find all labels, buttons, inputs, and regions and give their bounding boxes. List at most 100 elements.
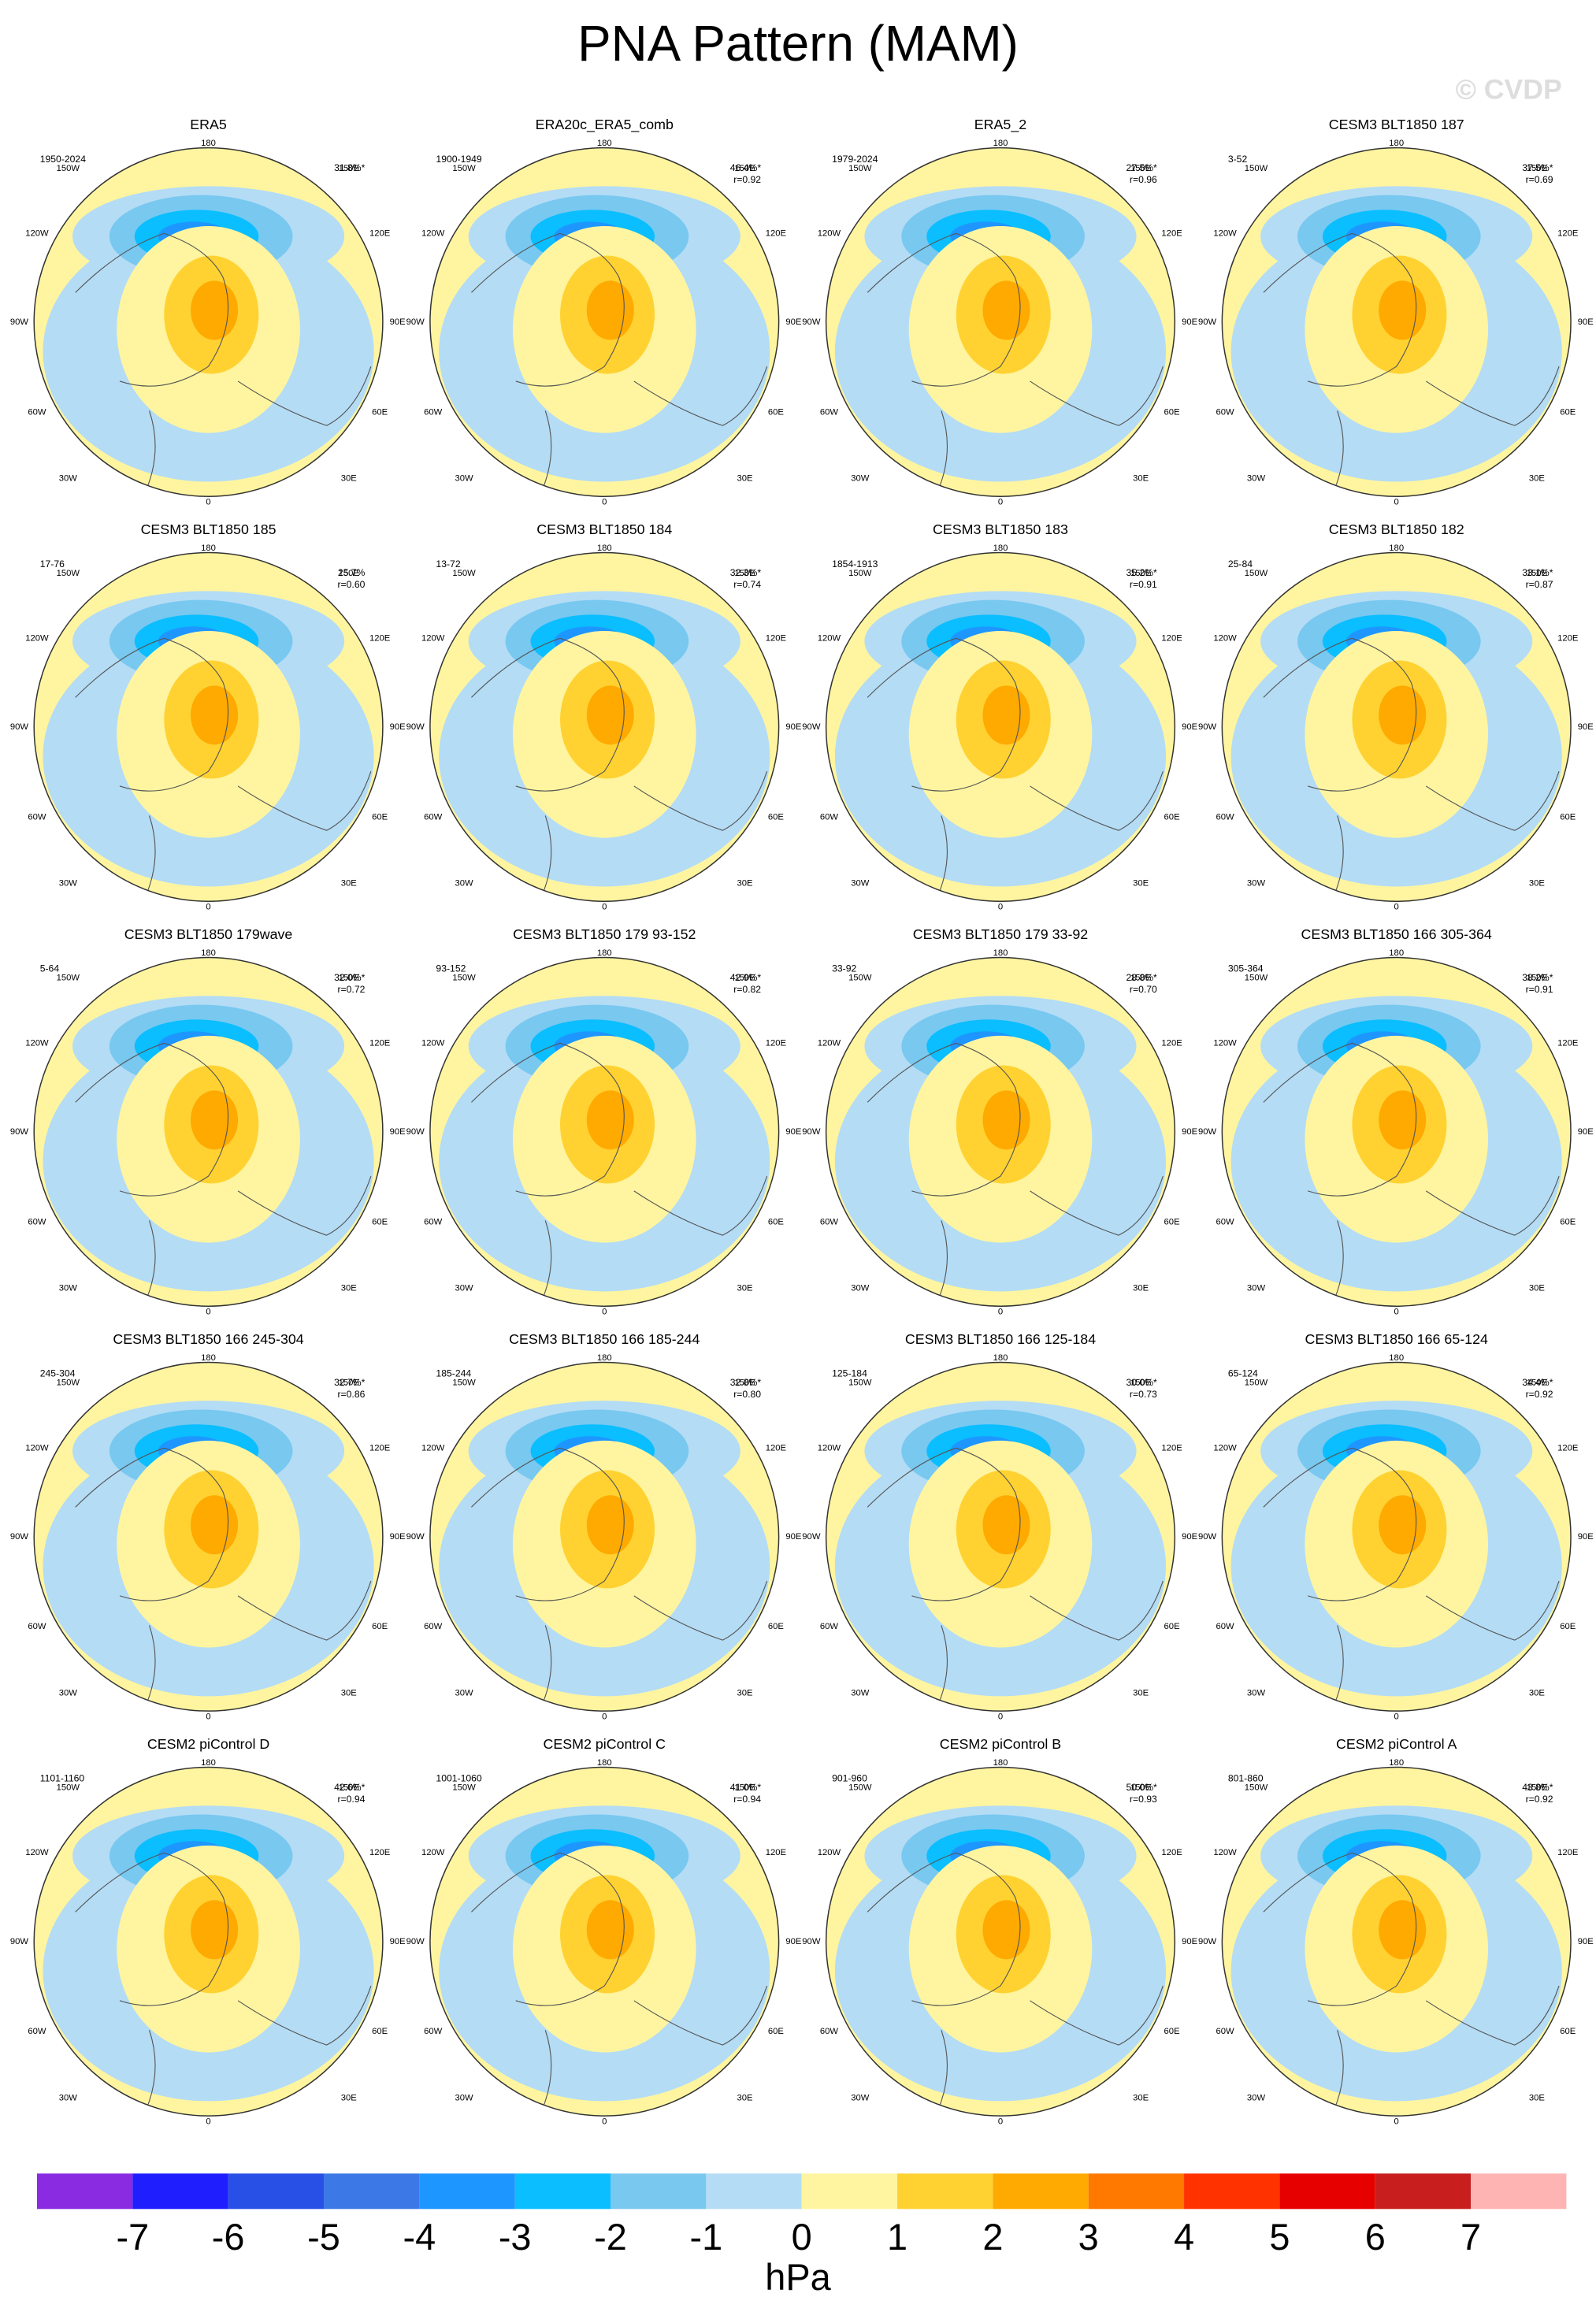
lon-label: 150W (452, 1378, 476, 1388)
lon-label: 0 (206, 903, 210, 912)
lon-label: 180 (201, 948, 216, 958)
lon-label: 0 (998, 1308, 1003, 1317)
lon-label: 120W (818, 1443, 841, 1453)
map-outline (825, 551, 1176, 902)
map (429, 147, 779, 497)
lon-label: 90W (10, 722, 29, 732)
panel-title: ERA5 (190, 117, 227, 132)
lon-label: 120W (421, 1848, 445, 1857)
lon-label: 150E (339, 974, 360, 983)
panel-variance: 35.2%* (1126, 567, 1158, 578)
lon-label: 150W (57, 1378, 80, 1388)
panel-variance: 27.5%* (1126, 162, 1158, 173)
lon-label: 120E (766, 228, 787, 238)
lon-label: 120E (766, 1848, 787, 1857)
high-contour (982, 280, 1030, 340)
panel-period: 3-52 (1228, 154, 1248, 165)
map-outline (33, 551, 384, 902)
map (34, 552, 383, 902)
lon-label: 60W (1216, 812, 1235, 822)
map (1222, 147, 1572, 497)
lon-label: 150W (1245, 569, 1268, 578)
lon-label: 60E (372, 812, 388, 822)
lon-label: 180 (993, 139, 1008, 148)
panel-correlation: r=0.92 (1526, 1794, 1553, 1805)
lon-label: 60W (820, 1622, 839, 1631)
map-outline (429, 1361, 780, 1712)
lon-label: 0 (998, 1712, 1003, 1722)
panel-period: 13-72 (436, 558, 460, 570)
lon-label: 60W (820, 407, 839, 417)
lon-label: 60E (1560, 1217, 1576, 1226)
lon-label: 0 (1394, 1308, 1399, 1317)
panel-correlation: r=0.80 (733, 1389, 761, 1400)
lon-label: 180 (993, 1353, 1008, 1363)
colorbar-box (36, 2173, 133, 2210)
map (429, 552, 779, 902)
lon-label: 90W (1198, 1532, 1217, 1542)
lon-label: 60W (1216, 407, 1235, 417)
lon-label: 30E (737, 1689, 753, 1698)
lon-label: 0 (998, 498, 1003, 507)
high-contour (191, 1900, 239, 1960)
lon-label: 180 (1389, 1758, 1404, 1768)
lon-label: 120E (1557, 228, 1579, 238)
lon-label: 90W (10, 1532, 29, 1542)
panel-correlation: r=0.94 (337, 1794, 365, 1805)
lon-label: 60W (28, 407, 46, 417)
colorbar-box (993, 2173, 1089, 2210)
lon-label: 150E (1130, 1783, 1152, 1793)
lon-label: 30E (1133, 1689, 1149, 1698)
map (826, 957, 1175, 1307)
lon-label: 180 (993, 1758, 1008, 1768)
panel-variance: 28.8%* (1126, 972, 1158, 983)
lon-label: 90W (10, 1127, 29, 1137)
panel-title: CESM3 BLT1850 187 (1329, 117, 1464, 132)
panel-correlation: r=0.87 (1526, 579, 1553, 590)
panel-variance: 37.5%* (1522, 162, 1553, 173)
lon-label: 120E (1557, 1848, 1579, 1857)
lon-label: 60W (424, 1622, 443, 1631)
panel-variance: 33.1%* (1522, 567, 1553, 578)
map (826, 1767, 1175, 2117)
figure-title: PNA Pattern (MAM) (577, 15, 1019, 72)
panel-title: CESM2 piControl D (147, 1736, 270, 1752)
lon-label: 150E (339, 164, 360, 173)
map-outline (1221, 1766, 1572, 2117)
lon-label: 0 (602, 903, 607, 912)
lon-label: 30W (851, 1689, 870, 1698)
lon-label: 30E (1529, 2094, 1546, 2103)
panel-title: CESM3 BLT1850 166 245-304 (113, 1331, 303, 1347)
panel-period: 125-184 (832, 1368, 867, 1379)
lon-label: 150W (57, 1783, 80, 1793)
panel-title: CESM3 BLT1850 179 33-92 (913, 926, 1089, 942)
panel-title: CESM2 piControl B (940, 1736, 1061, 1752)
colorbar-tick-label: 3 (1078, 2217, 1099, 2258)
high-contour (586, 1090, 634, 1150)
lon-label: 120W (1213, 633, 1237, 643)
panel-correlation: r=0.96 (1130, 174, 1157, 185)
lon-label: 180 (597, 139, 612, 148)
lon-label: 150E (734, 569, 755, 578)
high-contour (1379, 1900, 1427, 1960)
map (429, 957, 779, 1307)
colorbar-unit: hPa (765, 2257, 831, 2298)
panel-period: 33-92 (832, 963, 856, 974)
lon-label: 180 (1389, 544, 1404, 553)
lon-label: 120W (1213, 1038, 1237, 1048)
lon-label: 30E (1529, 879, 1546, 889)
map (826, 552, 1175, 902)
lon-label: 150W (452, 569, 476, 578)
lon-label: 120W (25, 1038, 49, 1048)
colorbar-box (1471, 2173, 1567, 2210)
lon-label: 30E (1133, 2094, 1149, 2103)
colorbar-tick-label: 0 (792, 2217, 812, 2258)
lon-label: 0 (1394, 903, 1399, 912)
panel-period: 245-304 (40, 1368, 76, 1379)
lon-label: 120W (1213, 1443, 1237, 1453)
lon-label: 90W (1198, 1937, 1217, 1946)
lon-label: 0 (1394, 2117, 1399, 2127)
panel-period: 1854-1913 (832, 558, 878, 570)
lon-label: 60E (372, 1622, 388, 1631)
colorbar-tick-label: -2 (594, 2217, 627, 2258)
